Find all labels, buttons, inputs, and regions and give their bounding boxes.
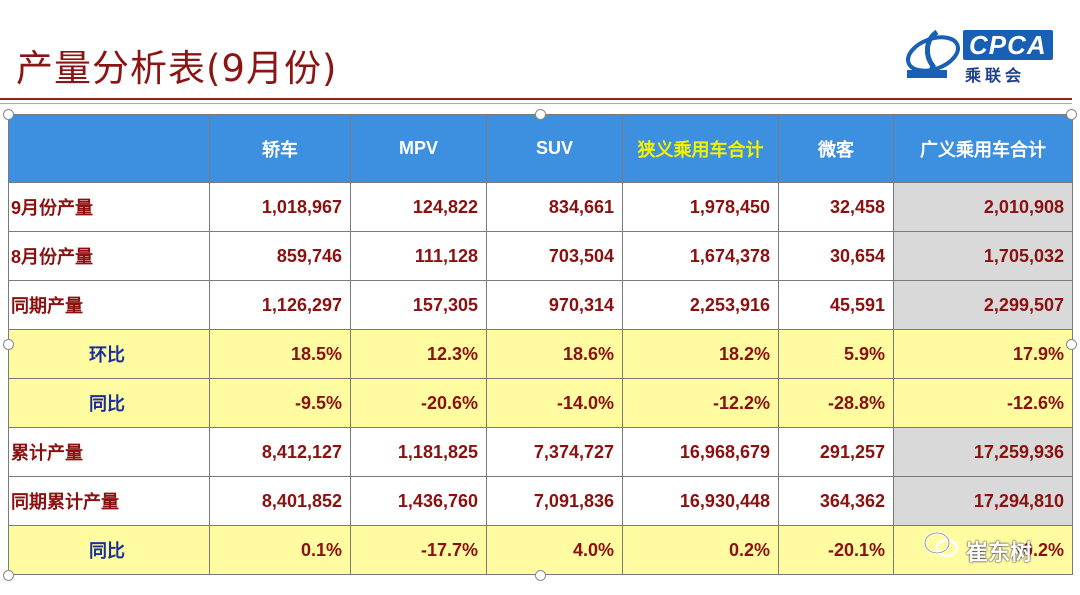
row-label: 同期累计产量 bbox=[8, 476, 210, 526]
table-cell: 45,591 bbox=[778, 280, 894, 330]
resize-handle-top-left[interactable] bbox=[3, 109, 14, 120]
table-row-ratio: 同比 0.1% -17.7% 4.0% 0.2% -20.1% -0.2% bbox=[8, 525, 1073, 575]
resize-handle-bottom-left[interactable] bbox=[3, 570, 14, 581]
table-row: 累计产量 8,412,127 1,181,825 7,374,727 16,96… bbox=[8, 427, 1073, 477]
row-label: 累计产量 bbox=[8, 427, 210, 477]
table-cell: 1,436,760 bbox=[350, 476, 487, 526]
table-cell: 1,181,825 bbox=[350, 427, 487, 477]
table-cell: 2,010,908 bbox=[893, 182, 1073, 232]
page-title: 产量分析表(9月份) bbox=[16, 47, 338, 90]
table-cell: 0.2% bbox=[622, 525, 779, 575]
table-row: 9月份产量 1,018,967 124,822 834,661 1,978,45… bbox=[8, 182, 1073, 232]
table-cell: 0.1% bbox=[209, 525, 351, 575]
header-cell: SUV bbox=[486, 114, 623, 183]
table-cell: -0.2% bbox=[893, 525, 1073, 575]
table-cell: 5.9% bbox=[778, 329, 894, 379]
logo-cn-text: 乘联会 bbox=[965, 66, 1026, 85]
table-cell: -28.8% bbox=[778, 378, 894, 428]
row-label: 同比 bbox=[8, 378, 210, 428]
table-cell: 834,661 bbox=[486, 182, 623, 232]
header-row: 轿车 MPV SUV 狭义乘用车合计 微客 广义乘用车合计 bbox=[8, 114, 1073, 183]
table-cell: -12.2% bbox=[622, 378, 779, 428]
table-cell: 4.0% bbox=[486, 525, 623, 575]
cpca-logo: CPCA 乘联会 bbox=[903, 26, 1063, 86]
table-cell: 18.5% bbox=[209, 329, 351, 379]
table-cell: 859,746 bbox=[209, 231, 351, 281]
table-cell: 1,126,297 bbox=[209, 280, 351, 330]
table-row-ratio: 环比 18.5% 12.3% 18.6% 18.2% 5.9% 17.9% bbox=[8, 329, 1073, 379]
table-cell: 124,822 bbox=[350, 182, 487, 232]
table-row-ratio: 同比 -9.5% -20.6% -14.0% -12.2% -28.8% -12… bbox=[8, 378, 1073, 428]
resize-handle-middle-right[interactable] bbox=[1066, 339, 1077, 350]
table-cell: 1,018,967 bbox=[209, 182, 351, 232]
table-cell: 17,294,810 bbox=[893, 476, 1073, 526]
table-cell: -20.1% bbox=[778, 525, 894, 575]
table-cell: -12.6% bbox=[893, 378, 1073, 428]
table-cell: 30,654 bbox=[778, 231, 894, 281]
table-row: 8月份产量 859,746 111,128 703,504 1,674,378 … bbox=[8, 231, 1073, 281]
table-cell: 2,253,916 bbox=[622, 280, 779, 330]
table-cell: -20.6% bbox=[350, 378, 487, 428]
table-cell: 8,401,852 bbox=[209, 476, 351, 526]
table-cell: 17.9% bbox=[893, 329, 1073, 379]
header-cell: MPV bbox=[350, 114, 487, 183]
resize-handle-bottom-center[interactable] bbox=[535, 570, 546, 581]
row-label: 环比 bbox=[8, 329, 210, 379]
table-cell: 291,257 bbox=[778, 427, 894, 477]
table-cell: 1,674,378 bbox=[622, 231, 779, 281]
header-cell: 微客 bbox=[778, 114, 894, 183]
table-row: 同期产量 1,126,297 157,305 970,314 2,253,916… bbox=[8, 280, 1073, 330]
resize-handle-top-right[interactable] bbox=[1066, 109, 1077, 120]
watermark: 崔东树 bbox=[966, 541, 1033, 566]
title-rule-thin bbox=[0, 103, 1072, 104]
row-label: 9月份产量 bbox=[8, 182, 210, 232]
table-cell: -17.7% bbox=[350, 525, 487, 575]
table-cell: -14.0% bbox=[486, 378, 623, 428]
header-cell-highlight: 狭义乘用车合计 bbox=[622, 114, 779, 183]
table-cell: 7,374,727 bbox=[486, 427, 623, 477]
header-cell: 轿车 bbox=[209, 114, 351, 183]
row-label: 8月份产量 bbox=[8, 231, 210, 281]
table-cell: 7,091,836 bbox=[486, 476, 623, 526]
table-cell: 364,362 bbox=[778, 476, 894, 526]
table-cell: 17,259,936 bbox=[893, 427, 1073, 477]
table-cell: 703,504 bbox=[486, 231, 623, 281]
table-cell: 970,314 bbox=[486, 280, 623, 330]
table-cell: 1,978,450 bbox=[622, 182, 779, 232]
table-cell: 111,128 bbox=[350, 231, 487, 281]
wechat-icon bbox=[923, 531, 959, 558]
table-cell: -9.5% bbox=[209, 378, 351, 428]
row-label: 同期产量 bbox=[8, 280, 210, 330]
title-rule bbox=[0, 98, 1072, 100]
resize-handle-middle-left[interactable] bbox=[3, 339, 14, 350]
table-cell: 2,299,507 bbox=[893, 280, 1073, 330]
header-cell bbox=[8, 114, 210, 183]
cpca-emblem-icon bbox=[906, 29, 960, 78]
table-cell: 32,458 bbox=[778, 182, 894, 232]
logo-text: CPCA bbox=[963, 30, 1053, 60]
row-label: 同比 bbox=[8, 525, 210, 575]
header-cell: 广义乘用车合计 bbox=[893, 114, 1073, 183]
table-cell: 8,412,127 bbox=[209, 427, 351, 477]
table-cell: 18.2% bbox=[622, 329, 779, 379]
table-cell: 157,305 bbox=[350, 280, 487, 330]
table-cell: 18.6% bbox=[486, 329, 623, 379]
production-table[interactable]: 轿车 MPV SUV 狭义乘用车合计 微客 广义乘用车合计 9月份产量 1,01… bbox=[8, 114, 1073, 575]
table-row: 同期累计产量 8,401,852 1,436,760 7,091,836 16,… bbox=[8, 476, 1073, 526]
table-cell: 16,930,448 bbox=[622, 476, 779, 526]
table-cell: 1,705,032 bbox=[893, 231, 1073, 281]
table-cell: 16,968,679 bbox=[622, 427, 779, 477]
resize-handle-top-center[interactable] bbox=[535, 109, 546, 120]
table-cell: 12.3% bbox=[350, 329, 487, 379]
